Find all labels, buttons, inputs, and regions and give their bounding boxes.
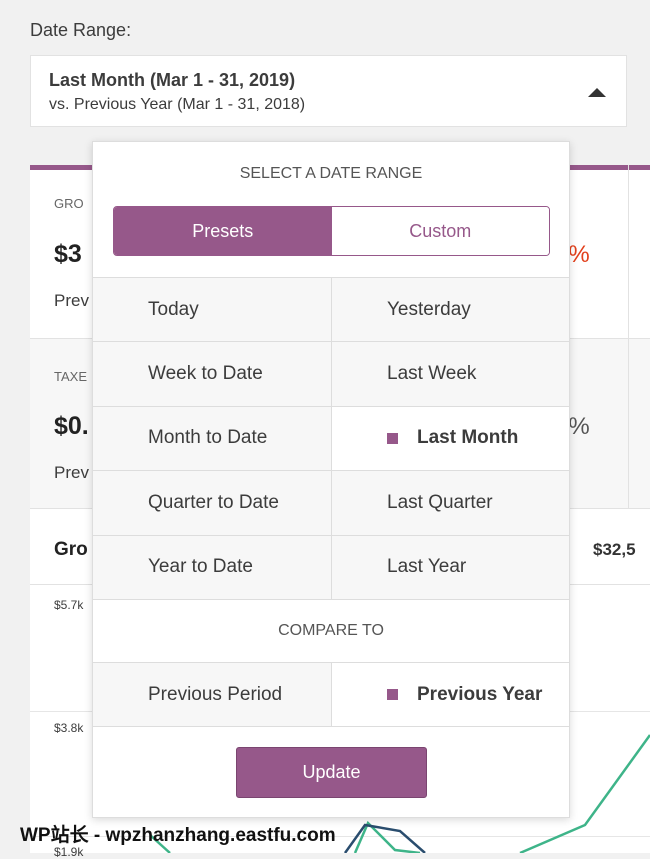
watermark: WP站长 - wpzhanzhang.eastfu.com — [20, 825, 336, 846]
tab[interactable]: Presets — [114, 207, 332, 255]
preset-option[interactable]: Month to Date — [93, 406, 332, 472]
divider — [628, 165, 629, 508]
option-label: Month to Date — [148, 427, 268, 449]
divider — [93, 662, 569, 663]
preset-option[interactable]: Year to Date — [93, 535, 332, 600]
card-title: GRO — [54, 196, 84, 211]
option-label: Previous Year — [417, 683, 543, 705]
option-label: Last Week — [387, 363, 477, 385]
date-selector[interactable]: Last Month (Mar 1 - 31, 2019) vs. Previo… — [30, 55, 627, 127]
popup-heading: SELECT A DATE RANGE — [239, 165, 423, 182]
update-button[interactable]: Update — [236, 747, 427, 798]
card-note: Prev — [54, 463, 89, 482]
selected-indicator — [387, 689, 398, 701]
option-label: Week to Date — [148, 363, 263, 385]
option-label: Today — [148, 298, 199, 320]
grid-line — [30, 836, 650, 837]
axis-label: $5.7k — [54, 598, 84, 612]
preset-option[interactable]: Quarter to Date — [93, 471, 332, 536]
card-value: $3 — [54, 240, 82, 268]
preset-option[interactable]: Last Month — [332, 406, 570, 472]
caret — [588, 88, 606, 97]
option-label: Yesterday — [387, 298, 471, 320]
option-label: Last Year — [387, 556, 467, 578]
preset-option[interactable]: Previous Period — [93, 663, 332, 728]
preset-option[interactable]: Yesterday — [332, 278, 570, 343]
preset-option[interactable]: Last Quarter — [332, 471, 570, 536]
compare-heading: COMPARE TO — [278, 622, 384, 639]
preset-option[interactable]: Today — [93, 278, 332, 343]
preset-option[interactable]: Week to Date — [93, 342, 332, 407]
selector-primary: Last Month (Mar 1 - 31, 2019) — [49, 70, 296, 90]
axis-label: $3.8k — [54, 721, 84, 735]
option-label: Year to Date — [148, 556, 253, 578]
divider — [93, 277, 569, 278]
option-label: Quarter to Date — [148, 491, 279, 513]
preset-option[interactable]: Previous Year — [332, 663, 570, 728]
date-range-popup: SELECT A DATE RANGE Presets Custom Today Y… — [92, 141, 570, 818]
date-range-label: Date Range: — [30, 20, 132, 40]
card-value: $0. — [54, 412, 89, 440]
table-total: $32,5 — [593, 540, 636, 559]
tabs: Presets Custom — [113, 206, 550, 256]
chart-lines — [149, 734, 650, 853]
tab[interactable]: Custom — [331, 207, 549, 255]
card-title: TAXE — [54, 369, 87, 384]
selector-secondary: vs. Previous Year (Mar 1 - 31, 2018) — [49, 96, 306, 113]
option-label: Previous Period — [148, 683, 283, 705]
option-label: Last Quarter — [387, 491, 493, 513]
axis-label: $1.9k — [54, 845, 84, 859]
table-label: Gro — [54, 539, 88, 560]
preset-option[interactable]: Last Week — [332, 342, 570, 407]
option-label: Last Month — [417, 427, 519, 449]
selected-indicator — [387, 432, 398, 444]
preset-option[interactable]: Last Year — [332, 535, 570, 600]
card-note: Prev — [54, 291, 89, 310]
